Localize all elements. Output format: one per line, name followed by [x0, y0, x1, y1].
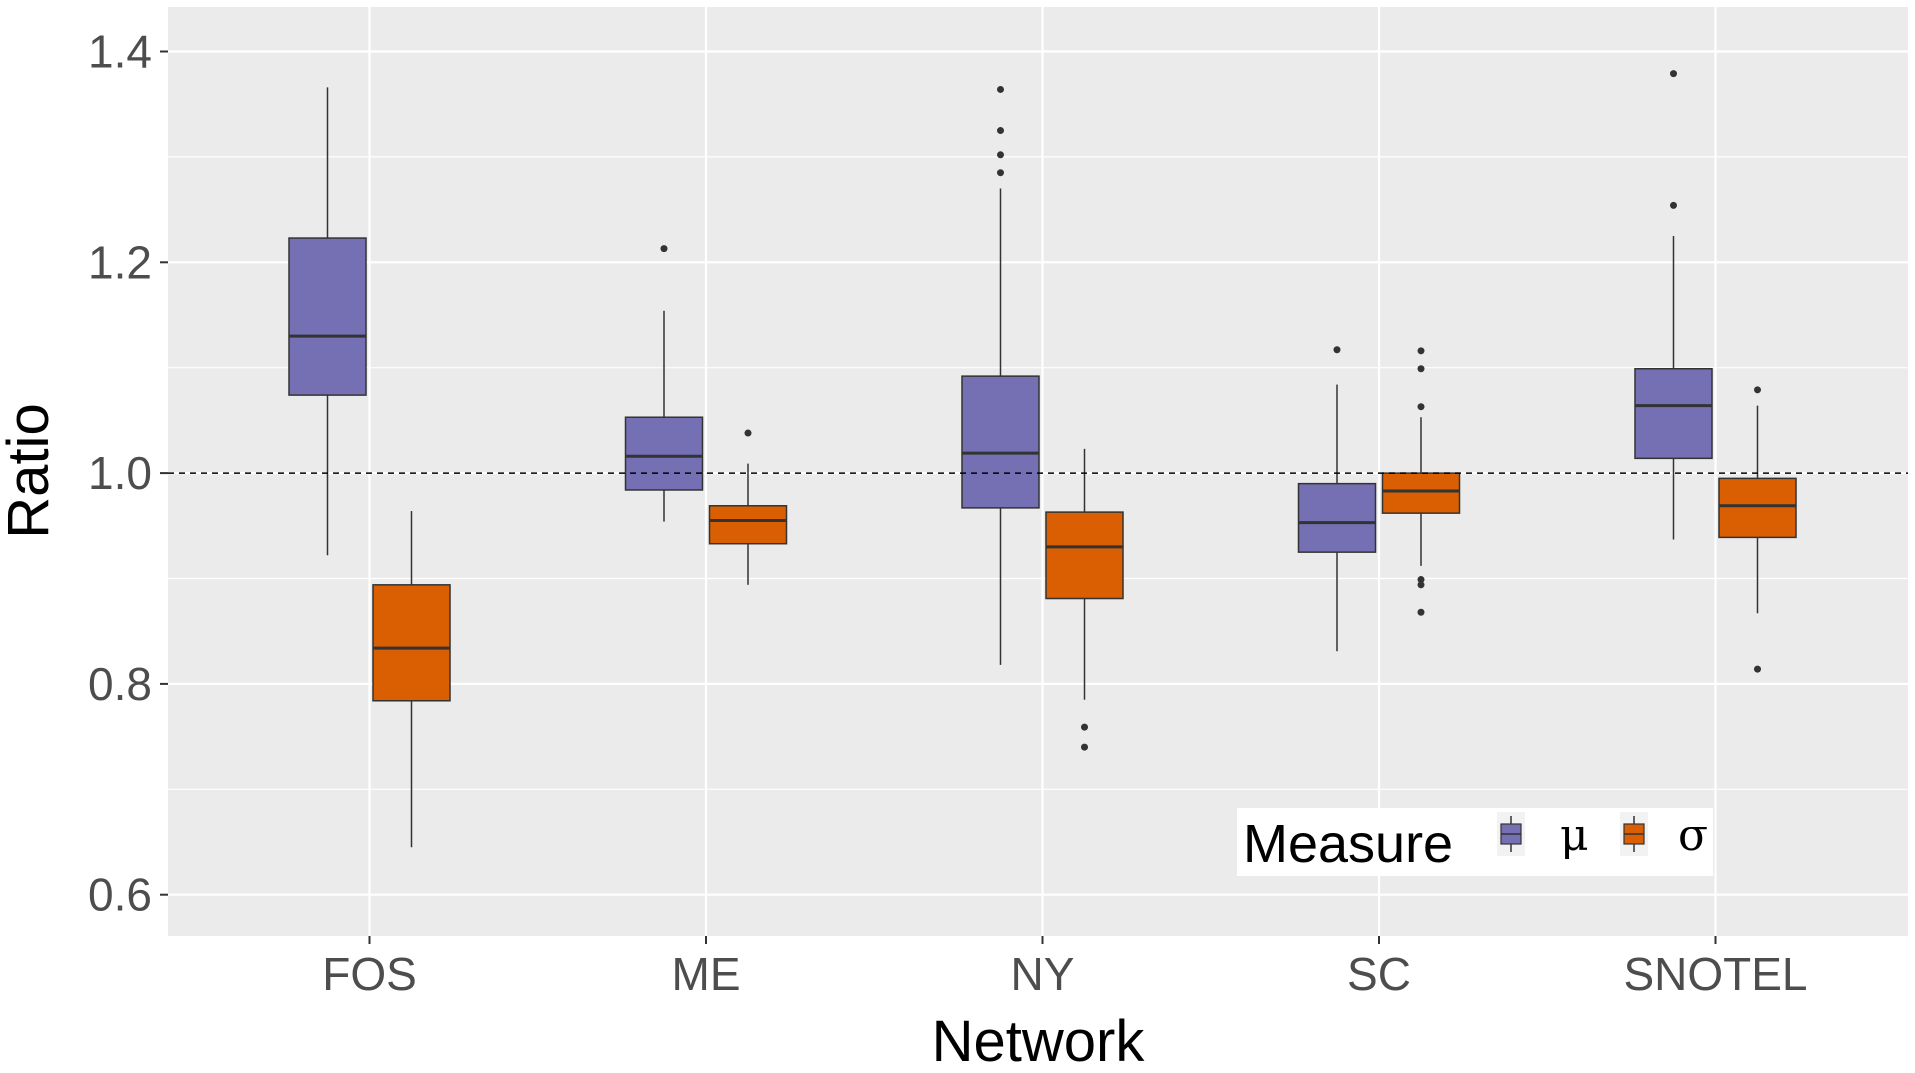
- x-tick-label: ME: [672, 948, 741, 1000]
- gridlines: [168, 7, 1908, 936]
- box-body: [1634, 368, 1713, 460]
- outlier-point: [1417, 365, 1425, 373]
- box-body: [961, 375, 1040, 509]
- outlier-point: [997, 169, 1004, 177]
- x-axis-title: Network: [932, 1009, 1146, 1073]
- box-body: [624, 416, 704, 491]
- outlier-point: [1754, 665, 1761, 673]
- outlier-point: [1417, 576, 1425, 584]
- y-tick-label: 0.8: [88, 658, 152, 710]
- box-body: [288, 237, 367, 396]
- outlier-point: [997, 127, 1004, 135]
- outlier-point: [1081, 743, 1088, 751]
- outlier-point: [1417, 403, 1425, 411]
- outlier-point: [997, 151, 1004, 159]
- box-me-sigma: [708, 429, 788, 585]
- box-body: [1297, 482, 1377, 553]
- outlier-point: [1417, 347, 1425, 355]
- legend-item-sigma: σ: [1620, 810, 1708, 861]
- outlier-point: [997, 85, 1004, 93]
- legend-label: σ: [1678, 810, 1708, 861]
- box-snotel-mu: [1634, 70, 1713, 540]
- box-me-mu: [624, 245, 704, 522]
- y-axis: 0.6 0.8 1.0 1.2 1.4: [88, 26, 168, 921]
- box-fos-sigma: [372, 511, 451, 848]
- box-body: [1718, 477, 1797, 539]
- legend-item-mu: μ: [1497, 810, 1589, 861]
- box-ny-sigma: [1045, 448, 1124, 751]
- y-tick-label: 1.4: [88, 26, 152, 78]
- outlier-point: [1754, 386, 1761, 394]
- box-snotel-sigma: [1718, 386, 1797, 673]
- outlier-point: [1417, 581, 1425, 589]
- y-tick-label: 1.0: [88, 447, 152, 499]
- box-sc-sigma: [1381, 347, 1461, 616]
- x-tick-label: FOS: [322, 948, 417, 1000]
- box-ny-mu: [961, 85, 1040, 665]
- box-body: [708, 505, 788, 545]
- boxes: [288, 70, 1797, 848]
- legend-title: Measure: [1243, 814, 1453, 874]
- outlier-point: [1670, 70, 1677, 78]
- box-sc-mu: [1297, 346, 1377, 652]
- x-axis: FOS ME NY SC SNOTEL: [322, 936, 1808, 1000]
- outlier-point: [1417, 608, 1425, 616]
- y-axis-title: Ratio: [0, 403, 61, 538]
- outlier-point: [1081, 723, 1088, 731]
- box-body: [1045, 511, 1124, 600]
- y-tick-label: 0.6: [88, 869, 152, 921]
- y-tick-label: 1.2: [88, 236, 152, 288]
- legend: Measure μ σ: [1237, 808, 1713, 876]
- outlier-point: [744, 429, 752, 437]
- box-body: [372, 584, 451, 702]
- outlier-point: [1333, 346, 1341, 354]
- outlier-point: [1670, 201, 1677, 209]
- x-tick-label: SNOTEL: [1623, 948, 1807, 1000]
- x-tick-label: SC: [1347, 948, 1411, 1000]
- x-tick-label: NY: [1011, 948, 1075, 1000]
- box-fos-mu: [288, 87, 367, 556]
- outlier-point: [660, 245, 668, 253]
- box-body: [1381, 472, 1461, 514]
- legend-label: μ: [1560, 810, 1589, 861]
